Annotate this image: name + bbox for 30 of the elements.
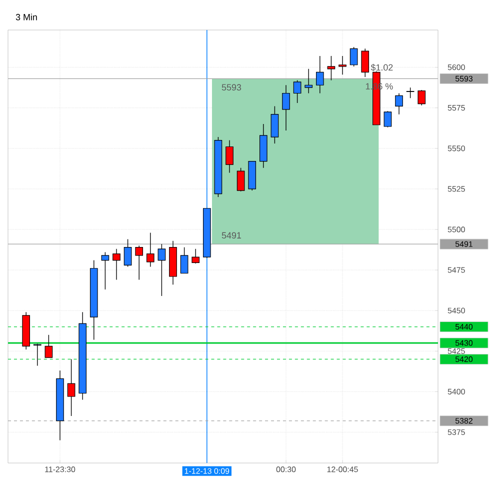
candlestick — [236, 167, 245, 192]
candlestick — [135, 245, 144, 280]
candlestick — [316, 56, 324, 94]
candlestick — [124, 238, 132, 268]
candlestick — [270, 106, 279, 144]
candlestick — [327, 56, 336, 81]
candlestick — [418, 90, 426, 106]
candlestick — [44, 334, 53, 358]
candlestick — [304, 68, 313, 94]
annotation: 5593 — [222, 84, 242, 91]
candlestick — [293, 80, 302, 104]
annotation: $1.02 — [370, 64, 393, 72]
candlestick — [158, 244, 166, 296]
candlestick — [406, 87, 414, 98]
annotation: 1.86 % — [366, 83, 393, 90]
candlestick — [226, 140, 234, 174]
candlestick — [180, 246, 188, 274]
candlestick — [395, 92, 403, 115]
candlestick — [384, 110, 392, 128]
candlestick — [350, 46, 358, 67]
candlestick — [192, 248, 200, 264]
annotation: 5491 — [222, 232, 242, 239]
candlestick — [146, 232, 154, 268]
candlestick — [282, 84, 290, 131]
candlestick — [67, 358, 76, 416]
candlestick — [101, 252, 110, 290]
candlestick — [361, 48, 370, 78]
candlestick — [338, 56, 346, 75]
candlestick — [112, 248, 120, 280]
chart-title: 3 Min — [16, 14, 37, 20]
